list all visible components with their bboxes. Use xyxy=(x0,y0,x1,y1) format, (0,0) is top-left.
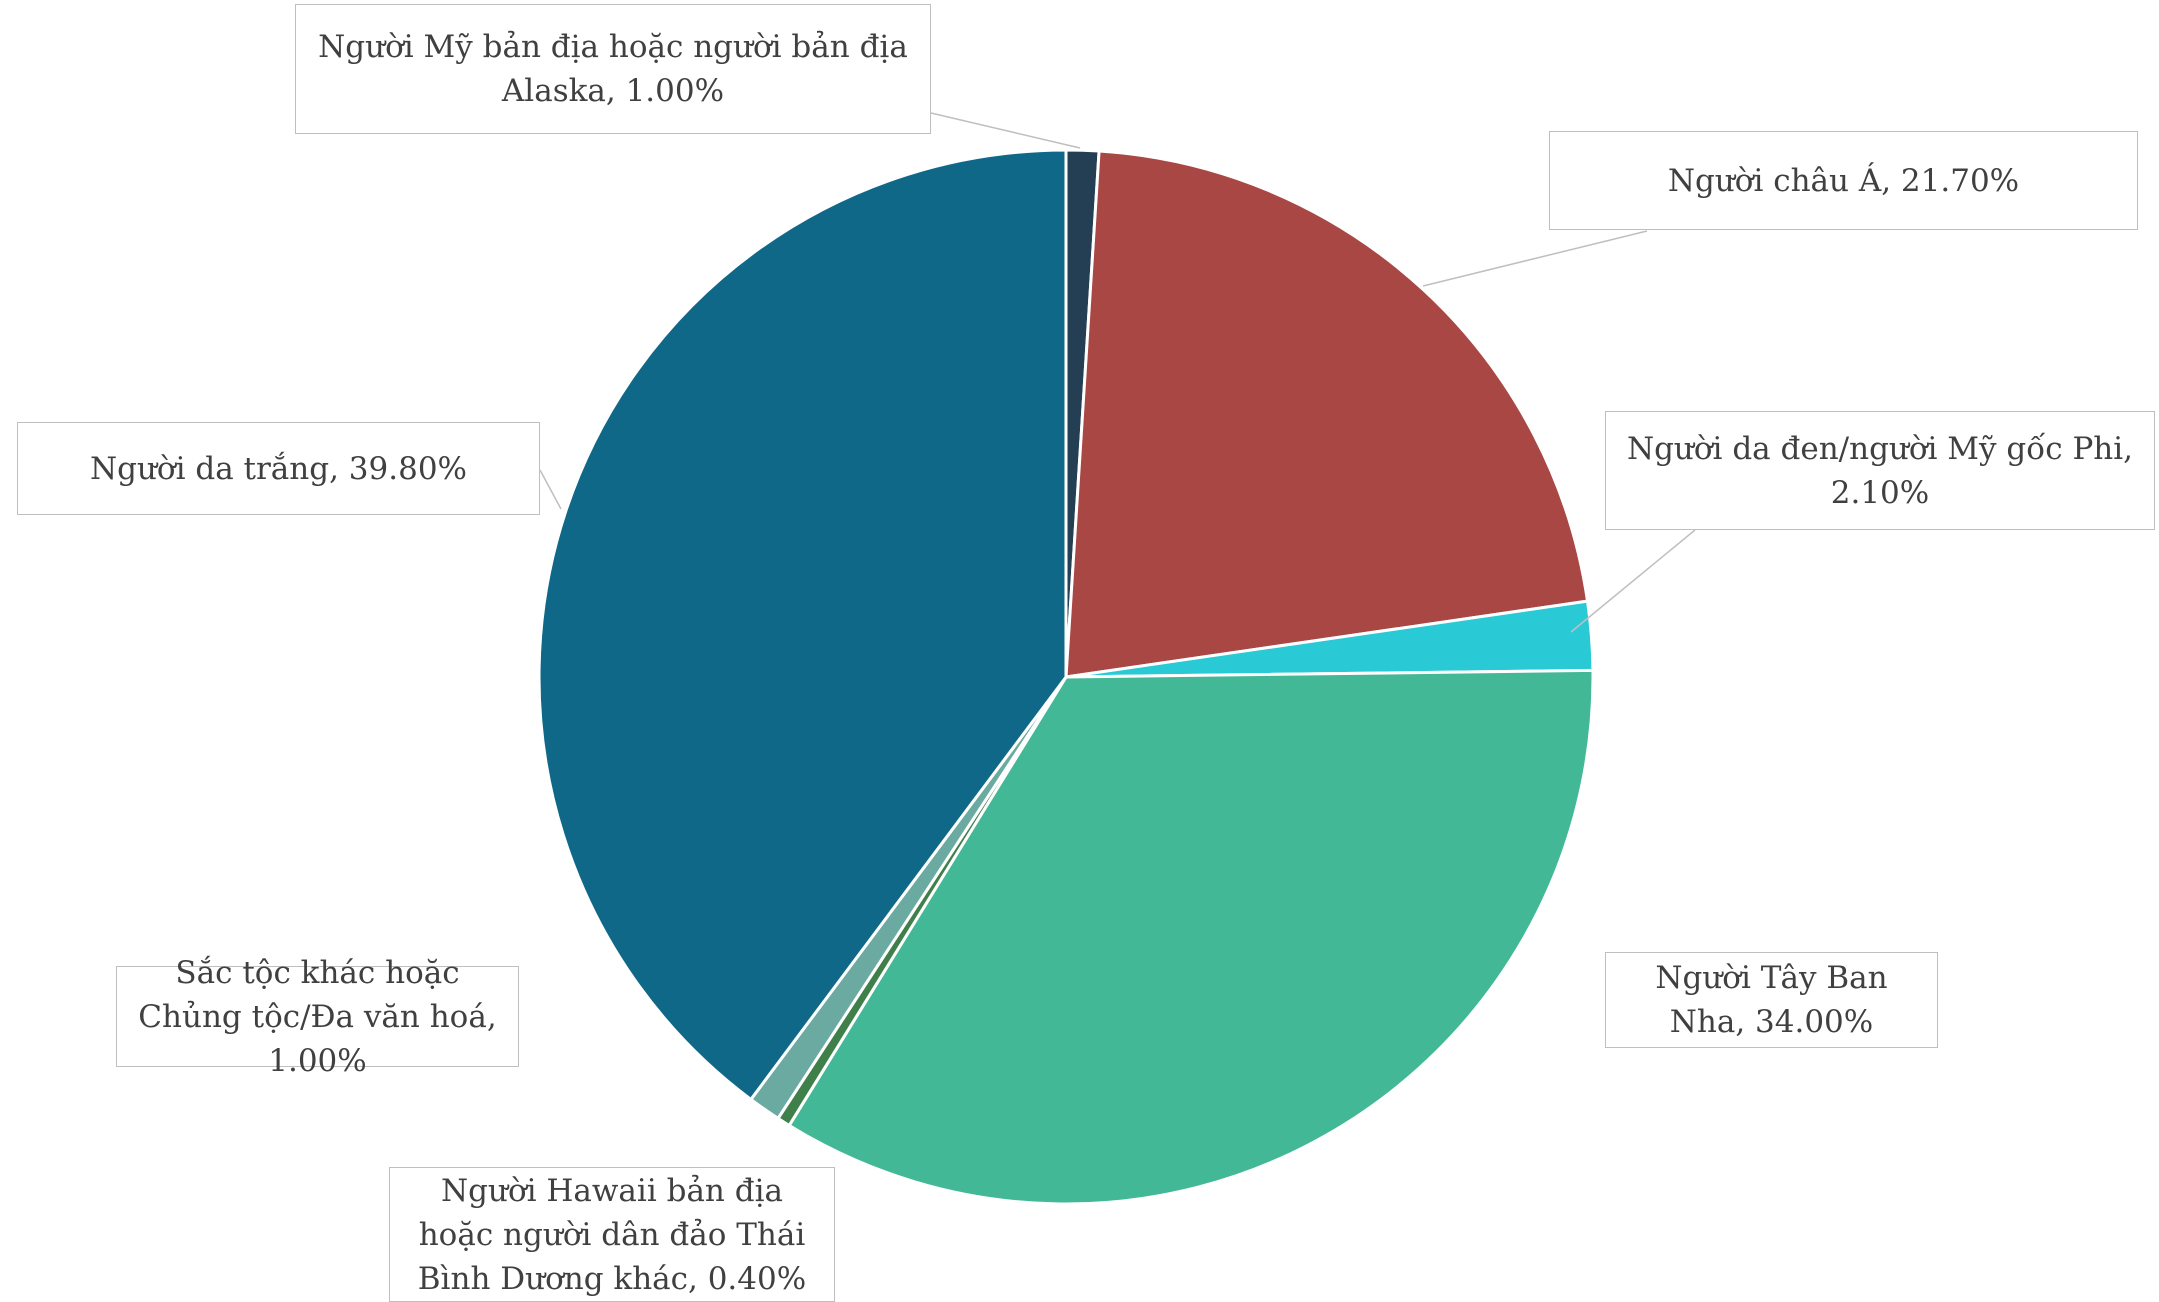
leader-line xyxy=(1422,230,1648,287)
leader-line xyxy=(1570,529,1696,633)
data-label: Người Tây Ban Nha, 34.00% xyxy=(1605,952,1938,1048)
data-label: Người da đen/người Mỹ gốc Phi, 2.10% xyxy=(1605,411,2155,530)
data-label: Sắc tộc khác hoặc Chủng tộc/Đa văn hoá, … xyxy=(116,955,519,1079)
pie-slice xyxy=(787,668,1595,1206)
data-label: Người Hawaii bản địa hoặc người dân đảo … xyxy=(389,1167,835,1302)
data-label: Người châu Á, 21.70% xyxy=(1549,131,2138,230)
pie-slice xyxy=(537,148,1068,1102)
data-label: Người da trắng, 39.80% xyxy=(17,422,540,515)
data-label: Người Mỹ bản địa hoặc người bản địa Alas… xyxy=(295,4,931,134)
leader-line xyxy=(539,469,562,510)
leader-line xyxy=(930,112,1081,149)
pie-slice xyxy=(1064,149,1590,679)
